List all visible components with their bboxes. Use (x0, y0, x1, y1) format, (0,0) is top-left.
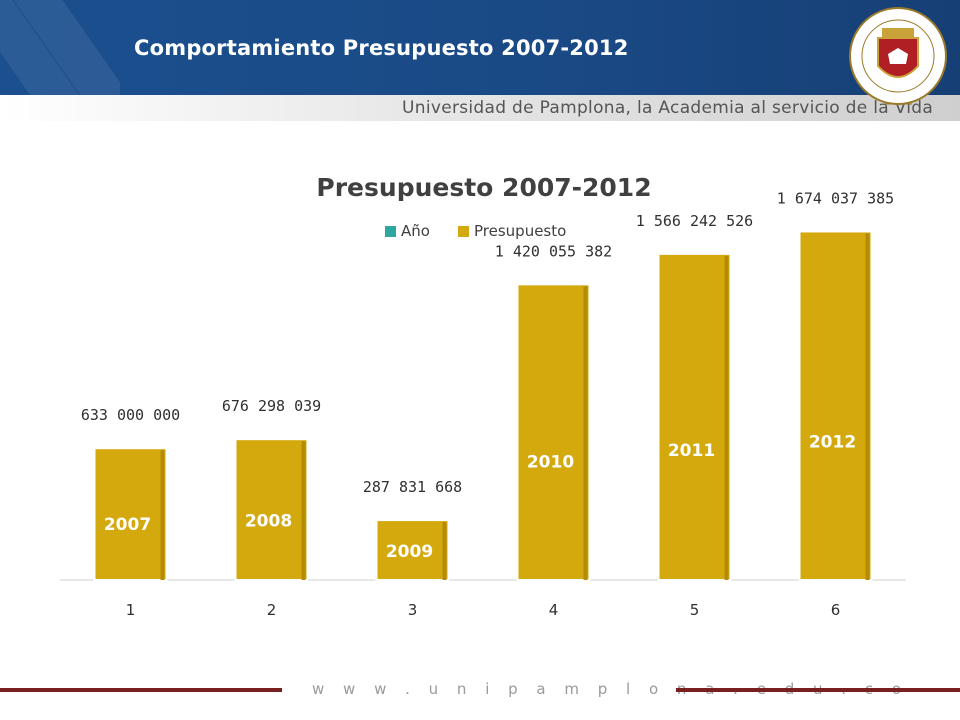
bar-1 (93, 447, 168, 581)
footer-rule-left (0, 688, 282, 692)
labels-group: 2007 633 000 000 1 2008 676 298 039 2 2009 287 … (81, 189, 894, 619)
in-bar-label-6: 2012 (809, 433, 856, 453)
x-tick-label-5: 5 (690, 601, 700, 619)
x-tick-label-3: 3 (408, 601, 418, 619)
x-tick-label-6: 6 (831, 601, 841, 619)
tagline-band (0, 95, 960, 121)
data-label-1: 633 000 000 (81, 406, 180, 424)
in-bar-label-5: 2011 (668, 441, 715, 461)
header-decoration (0, 0, 120, 95)
data-label-6: 1 674 037 385 (777, 189, 894, 207)
bar-6 (798, 230, 873, 582)
x-tick-label-1: 1 (126, 601, 136, 619)
legend-swatch-ano (385, 226, 396, 237)
x-tick-label-4: 4 (549, 601, 559, 619)
bar-4 (516, 283, 591, 581)
in-bar-label-1: 2007 (104, 515, 151, 535)
legend-label-ano: Año (401, 222, 430, 240)
data-label-5: 1 566 242 526 (636, 212, 753, 230)
bar-3 (375, 519, 450, 581)
data-label-2: 676 298 039 (222, 397, 321, 415)
in-bar-label-2: 2008 (245, 511, 292, 531)
bar-5 (657, 252, 732, 582)
bar-shade-6 (865, 233, 870, 580)
in-bar-label-3: 2009 (386, 542, 433, 562)
bar-shade-3 (442, 522, 447, 580)
x-tick-label-2: 2 (267, 601, 277, 619)
budget-bar-chart: Presupuesto 2007-2012 Año Presupuesto 20… (60, 173, 906, 619)
bar-shade-1 (160, 450, 165, 580)
legend: Año Presupuesto (385, 222, 566, 240)
bar-shade-4 (583, 286, 588, 580)
slide-title: Comportamiento Presupuesto 2007-2012 (134, 36, 629, 60)
university-seal-logo (849, 7, 947, 105)
footer-rule-right (676, 688, 960, 692)
legend-label-presupuesto: Presupuesto (474, 222, 566, 240)
chart-title: Presupuesto 2007-2012 (316, 173, 651, 202)
data-label-3: 287 831 668 (363, 478, 462, 496)
bar-shade-2 (301, 441, 306, 580)
data-label-4: 1 420 055 382 (495, 242, 612, 260)
bar-2 (234, 438, 309, 581)
in-bar-label-4: 2010 (527, 453, 574, 473)
tagline: Universidad de Pamplona, la Academia al … (402, 98, 934, 118)
bars-group (93, 230, 873, 582)
bar-shade-5 (724, 255, 729, 580)
legend-swatch-presupuesto (458, 226, 469, 237)
header-band: Comportamiento Presupuesto 2007-2012 (0, 0, 960, 95)
footer-url: w w w . u n i p a m p l o n a . e d u . … (312, 680, 908, 698)
